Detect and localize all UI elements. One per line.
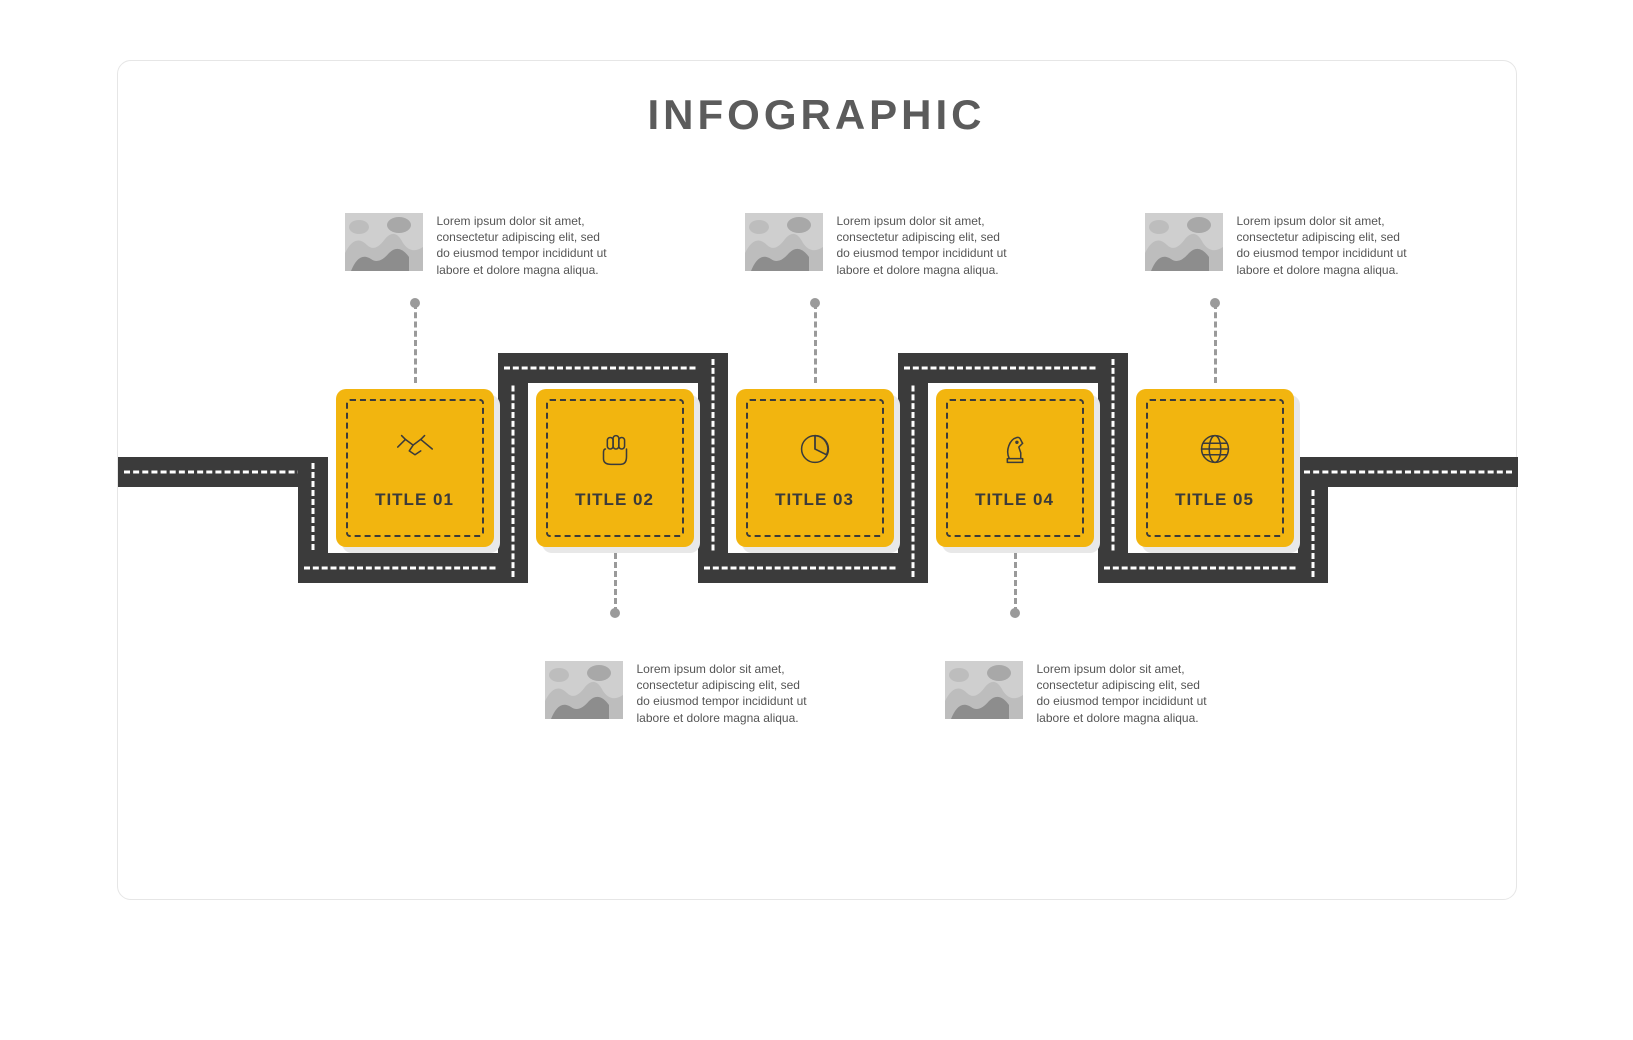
- step-title: TITLE 03: [775, 490, 854, 510]
- road-segment: [1298, 457, 1518, 487]
- callout-text: Lorem ipsum dolor sit amet, consectetur …: [637, 661, 815, 726]
- connector-dot: [1010, 608, 1020, 618]
- road-segment: [1098, 353, 1128, 583]
- infographic-canvas: INFOGRAPHIC TITLE 01 Lorem ipsum dolor s…: [117, 60, 1517, 900]
- connector-dot: [410, 298, 420, 308]
- step-title: TITLE 05: [1175, 490, 1254, 510]
- connector-line: [414, 303, 417, 383]
- step-title: TITLE 01: [375, 490, 454, 510]
- step-card-2: TITLE 02: [536, 389, 694, 547]
- thumbnail-image: [945, 661, 1023, 719]
- step-card-5: TITLE 05: [1136, 389, 1294, 547]
- road-segment: [498, 353, 728, 383]
- connector-dot: [810, 298, 820, 308]
- thumbnail-image: [745, 213, 823, 271]
- step-title: TITLE 02: [575, 490, 654, 510]
- step-title: TITLE 04: [975, 490, 1054, 510]
- road-segment: [118, 457, 328, 487]
- connector-line: [614, 553, 617, 613]
- callout-text: Lorem ipsum dolor sit amet, consectetur …: [1037, 661, 1215, 726]
- road-segment: [298, 553, 528, 583]
- handshake-icon: [392, 426, 438, 472]
- step-card-4: TITLE 04: [936, 389, 1094, 547]
- step-card-3: TITLE 03: [736, 389, 894, 547]
- callout-text: Lorem ipsum dolor sit amet, consectetur …: [837, 213, 1015, 278]
- road-segment: [698, 353, 728, 583]
- road-segment: [698, 553, 928, 583]
- page-title: INFOGRAPHIC: [118, 91, 1516, 139]
- step-card-1: TITLE 01: [336, 389, 494, 547]
- callout-text: Lorem ipsum dolor sit amet, consectetur …: [437, 213, 615, 278]
- thumbnail-image: [545, 661, 623, 719]
- callout-4: Lorem ipsum dolor sit amet, consectetur …: [945, 661, 1215, 726]
- road-segment: [498, 353, 528, 583]
- callout-1: Lorem ipsum dolor sit amet, consectetur …: [345, 213, 615, 278]
- road-segment: [898, 353, 928, 583]
- callout-3: Lorem ipsum dolor sit amet, consectetur …: [745, 213, 1015, 278]
- fist-icon: [592, 426, 638, 472]
- pie-icon: [792, 426, 838, 472]
- connector-line: [1214, 303, 1217, 383]
- callout-text: Lorem ipsum dolor sit amet, consectetur …: [1237, 213, 1415, 278]
- connector-dot: [610, 608, 620, 618]
- thumbnail-image: [345, 213, 423, 271]
- connector-dot: [1210, 298, 1220, 308]
- callout-5: Lorem ipsum dolor sit amet, consectetur …: [1145, 213, 1415, 278]
- callout-2: Lorem ipsum dolor sit amet, consectetur …: [545, 661, 815, 726]
- connector-line: [1014, 553, 1017, 613]
- connector-line: [814, 303, 817, 383]
- knight-icon: [992, 426, 1038, 472]
- globe-icon: [1192, 426, 1238, 472]
- road-segment: [898, 353, 1128, 383]
- thumbnail-image: [1145, 213, 1223, 271]
- road-segment: [1098, 553, 1328, 583]
